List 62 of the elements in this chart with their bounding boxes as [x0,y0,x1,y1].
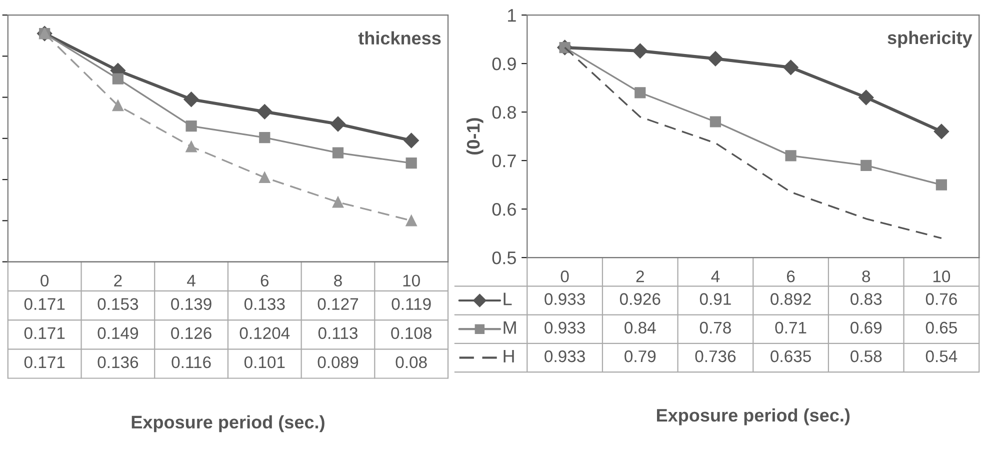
data-label: 0.1204 [240,327,290,340]
x-tick-label: 6 [260,274,269,287]
y-tick-label: 1 [508,9,516,22]
data-label: 0.116 [172,356,211,368]
data-label: 0.84 [624,322,656,334]
data-label: 0.83 [850,293,882,305]
y-axis-title: (0-1) [466,118,484,154]
data-label: 0.133 [244,298,285,310]
data-label: 0.127 [318,298,358,310]
x-tick-label: 2 [636,270,644,282]
y-tick-label: 0.9 [492,57,516,70]
y-tick-label: 0.8 [492,106,516,119]
data-label: 0.089 [318,356,358,368]
text: sphericity [888,30,972,48]
data-label: 0.08 [396,356,427,368]
data-label: 0.149 [98,327,138,340]
x-tick-label: 8 [862,270,870,282]
data-label: 0.91 [700,293,731,305]
data-label: 0.892 [770,293,811,305]
data-label: 0.71 [775,322,806,334]
x-tick-label: 6 [787,270,795,282]
data-label: 0.101 [244,356,285,368]
x-tick-label: 10 [403,274,420,287]
data-label: 0.153 [98,298,138,310]
data-label: 0.926 [620,293,660,305]
legend-label: M [504,321,516,334]
x-tick-label: 4 [711,270,720,282]
data-label: 0.65 [926,322,957,334]
y-tick-label: 0.6 [492,202,516,216]
data-label: 0.108 [391,327,432,340]
data-label: 0.171 [24,298,65,310]
data-label: 0.119 [392,298,431,310]
legend-label: L [504,292,512,306]
data-label: 0.58 [850,350,882,362]
legend-label: H [504,350,514,362]
data-label: 0.136 [98,356,138,368]
data-label: 0.79 [624,350,656,362]
x-tick-label: 10 [933,270,950,282]
data-label: 0.171 [24,356,65,368]
data-label: 0.54 [926,350,958,362]
data-label: 0.736 [695,350,736,362]
data-label: 0.126 [171,327,212,340]
y-tick-label: 0.5 [492,251,516,264]
x-tick-label: 8 [334,274,342,287]
data-label: 0.933 [544,322,585,334]
x-axis-title: Exposure period (sec.) [657,408,850,426]
data-label: 0.635 [770,350,811,362]
data-label: 0.76 [926,293,957,305]
x-axis-title: Exposure period (sec.) [132,415,324,432]
data-label: 0.933 [544,350,585,362]
x-tick-label: 0 [40,274,49,287]
x-tick-label: 2 [114,274,122,286]
y-tick-label: 0.7 [492,154,516,168]
data-label: 0.139 [171,298,212,310]
data-label: 0.69 [850,322,882,334]
data-label: 0.78 [700,322,731,334]
data-label: 0.113 [318,327,358,340]
x-tick-label: 4 [187,274,196,286]
data-label: 0.933 [544,293,585,305]
chart-title: thickness [358,31,441,45]
data-label: 0.171 [24,327,65,340]
x-tick-label: 0 [560,270,569,282]
